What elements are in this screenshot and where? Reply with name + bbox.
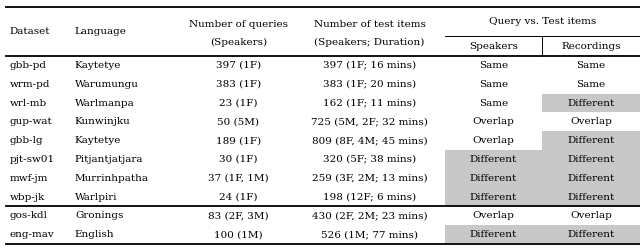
Text: 383 (1F; 20 mins): 383 (1F; 20 mins) (323, 80, 416, 89)
Text: 100 (1M): 100 (1M) (214, 230, 262, 239)
Text: Different: Different (470, 192, 517, 201)
Text: 37 (1F, 1M): 37 (1F, 1M) (208, 174, 269, 183)
Text: Different: Different (568, 99, 614, 108)
Text: Different: Different (568, 192, 614, 201)
Text: 162 (1F; 11 mins): 162 (1F; 11 mins) (323, 99, 416, 108)
Text: Overlap: Overlap (472, 117, 515, 126)
Text: Different: Different (470, 174, 517, 183)
Text: 30 (1F): 30 (1F) (219, 155, 258, 164)
Text: 430 (2F, 2M; 23 mins): 430 (2F, 2M; 23 mins) (312, 211, 428, 220)
Text: Different: Different (568, 230, 614, 239)
Text: pjt-sw01: pjt-sw01 (10, 155, 55, 164)
Text: Same: Same (479, 80, 508, 89)
Text: Murrinhpatha: Murrinhpatha (75, 174, 149, 183)
Text: Number of test items: Number of test items (314, 20, 426, 29)
Text: (Speakers): (Speakers) (210, 38, 267, 47)
Text: English: English (75, 230, 115, 239)
Text: Warlmanpa: Warlmanpa (75, 99, 134, 108)
Text: 189 (1F): 189 (1F) (216, 136, 261, 145)
Text: Speakers: Speakers (469, 42, 518, 51)
Text: mwf-jm: mwf-jm (10, 174, 48, 183)
Text: gos-kdl: gos-kdl (10, 211, 47, 220)
Text: 198 (12F; 6 mins): 198 (12F; 6 mins) (323, 192, 416, 201)
Text: 24 (1F): 24 (1F) (219, 192, 258, 201)
Text: Different: Different (470, 155, 517, 164)
Text: Number of queries: Number of queries (189, 20, 288, 29)
Text: 809 (8F, 4M; 45 mins): 809 (8F, 4M; 45 mins) (312, 136, 428, 145)
Text: Same: Same (479, 99, 508, 108)
Text: Kaytetye: Kaytetye (75, 136, 121, 145)
Text: wbp-jk: wbp-jk (10, 192, 45, 201)
Text: Overlap: Overlap (472, 211, 515, 220)
Text: Same: Same (479, 61, 508, 70)
Text: 383 (1F): 383 (1F) (216, 80, 261, 89)
Text: Dataset: Dataset (10, 27, 50, 36)
Text: 23 (1F): 23 (1F) (219, 99, 258, 108)
Text: Warlpiri: Warlpiri (75, 192, 117, 201)
Text: wrl-mb: wrl-mb (10, 99, 47, 108)
Text: Same: Same (577, 80, 605, 89)
Text: Warumungu: Warumungu (75, 80, 139, 89)
Text: Kunwinjku: Kunwinjku (75, 117, 131, 126)
Text: Same: Same (577, 61, 605, 70)
Text: Overlap: Overlap (570, 117, 612, 126)
Text: gup-wat: gup-wat (10, 117, 52, 126)
Text: Recordings: Recordings (561, 42, 621, 51)
Text: Different: Different (568, 136, 614, 145)
Text: Different: Different (568, 155, 614, 164)
Text: Overlap: Overlap (570, 211, 612, 220)
Text: Language: Language (75, 27, 127, 36)
Text: 526 (1M; 77 mins): 526 (1M; 77 mins) (321, 230, 418, 239)
Text: 397 (1F): 397 (1F) (216, 61, 261, 70)
Text: wrm-pd: wrm-pd (10, 80, 50, 89)
Text: 397 (1F; 16 mins): 397 (1F; 16 mins) (323, 61, 416, 70)
Text: Different: Different (470, 230, 517, 239)
Text: 320 (5F; 38 mins): 320 (5F; 38 mins) (323, 155, 416, 164)
Text: Query vs. Test items: Query vs. Test items (489, 17, 596, 26)
Text: Gronings: Gronings (75, 211, 124, 220)
Text: (Speakers; Duration): (Speakers; Duration) (314, 38, 425, 47)
Text: Kaytetye: Kaytetye (75, 61, 121, 70)
Text: 725 (5M, 2F; 32 mins): 725 (5M, 2F; 32 mins) (311, 117, 428, 126)
Text: 83 (2F, 3M): 83 (2F, 3M) (208, 211, 269, 220)
Text: gbb-lg: gbb-lg (10, 136, 44, 145)
Text: Different: Different (568, 174, 614, 183)
Text: eng-mav: eng-mav (10, 230, 54, 239)
Text: 259 (3F, 2M; 13 mins): 259 (3F, 2M; 13 mins) (312, 174, 428, 183)
Text: Overlap: Overlap (472, 136, 515, 145)
Text: Pitjantjatjara: Pitjantjatjara (75, 155, 143, 164)
Text: gbb-pd: gbb-pd (10, 61, 47, 70)
Text: 50 (5M): 50 (5M) (218, 117, 259, 126)
